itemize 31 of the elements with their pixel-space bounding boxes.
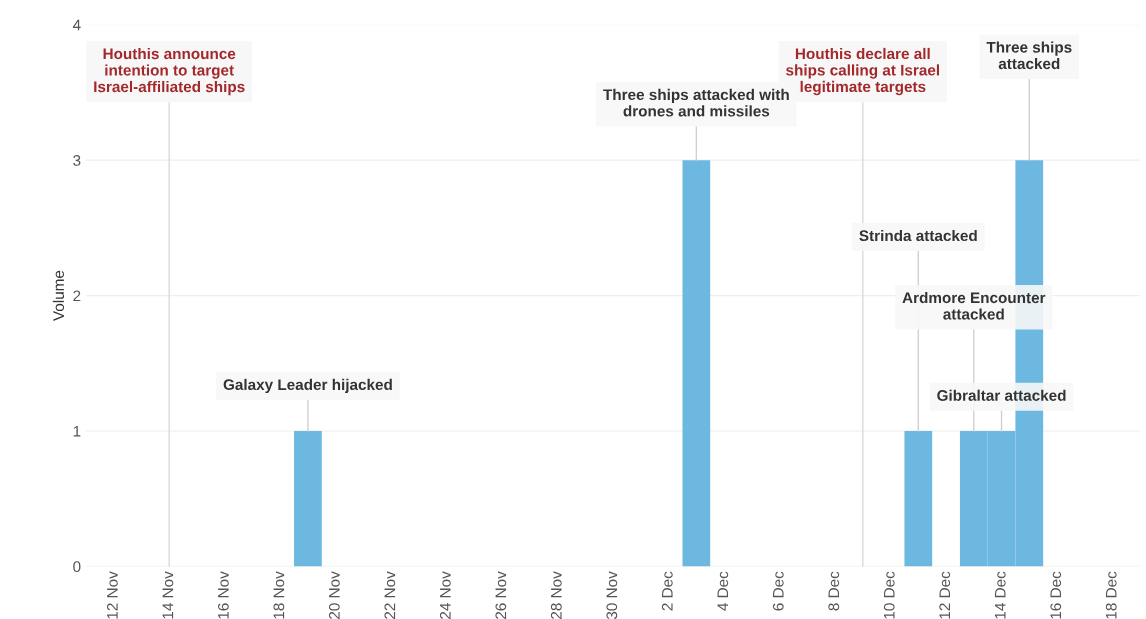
x-tick-label: 4 Dec bbox=[717, 571, 729, 611]
x-tick-label: 14 Nov bbox=[162, 571, 174, 619]
x-tick-label: 28 Nov bbox=[550, 571, 562, 619]
x-tick-label: 18 Nov bbox=[273, 571, 285, 619]
y-axis-title: Volume bbox=[52, 270, 65, 321]
x-tick-label: 26 Nov bbox=[495, 571, 507, 619]
x-tick-label: 8 Dec bbox=[828, 571, 840, 611]
x-tick-label: 16 Nov bbox=[217, 571, 229, 619]
x-tick-label: 20 Nov bbox=[328, 571, 340, 619]
y-tick-label: 0 bbox=[73, 561, 81, 573]
annotation: Galaxy Leader hijacked bbox=[223, 378, 392, 394]
x-tick-label: 6 Dec bbox=[772, 571, 784, 611]
annotation: Three ships attacked bbox=[986, 41, 1072, 70]
y-tick-label: 1 bbox=[73, 426, 81, 437]
y-tick-label: 3 bbox=[73, 155, 81, 166]
x-tick-label: 14 Dec bbox=[994, 571, 1006, 619]
x-tick-label: 2 Dec bbox=[661, 571, 673, 611]
x-tick-label: 16 Dec bbox=[1050, 571, 1062, 619]
x-tick-label: 12 Nov bbox=[106, 571, 118, 619]
x-tick-label: 30 Nov bbox=[606, 571, 618, 619]
annotation: Gibraltar attacked bbox=[937, 389, 1066, 401]
annotation: Strinda attacked bbox=[859, 229, 977, 242]
x-tick-label: 18 Dec bbox=[1105, 571, 1117, 619]
x-tick-label: 24 Nov bbox=[439, 571, 451, 619]
ref-line-label: Houthis announce intention to target Israel-affiliated ships bbox=[94, 47, 245, 96]
y-tick-label: 2 bbox=[73, 290, 81, 302]
x-tick-label: 10 Dec bbox=[883, 571, 895, 619]
annotation: Ardmore Encounter attacked bbox=[902, 291, 1046, 320]
y-tick-label: 4 bbox=[72, 19, 81, 31]
x-tick-label: 22 Nov bbox=[384, 571, 396, 619]
x-tick-label: 12 Dec bbox=[939, 571, 951, 619]
